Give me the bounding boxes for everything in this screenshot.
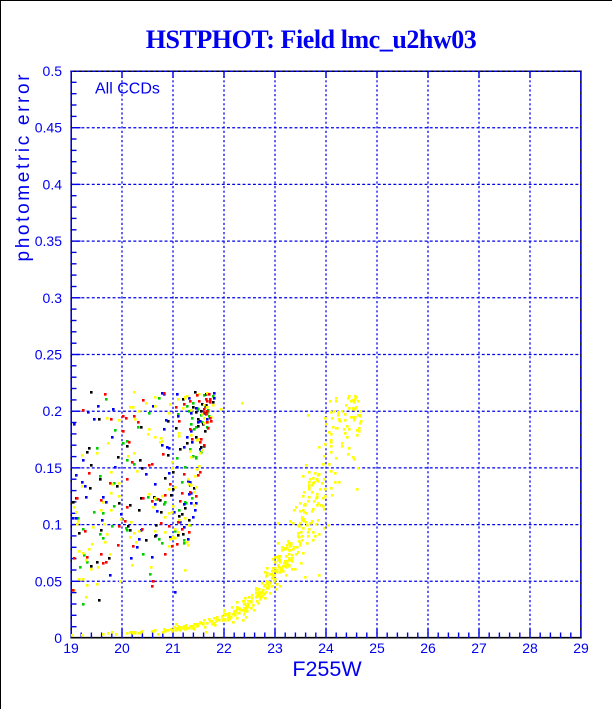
svg-text:0.45: 0.45 [35,120,62,136]
svg-text:0.3: 0.3 [43,290,63,306]
svg-text:0.1: 0.1 [43,517,63,533]
svg-text:21: 21 [165,640,181,656]
svg-text:0.4: 0.4 [43,176,63,192]
svg-text:0.5: 0.5 [43,63,63,79]
svg-text:20: 20 [114,640,130,656]
svg-text:0: 0 [54,630,62,646]
svg-text:22: 22 [216,640,232,656]
svg-text:27: 27 [471,640,487,656]
svg-text:26: 26 [420,640,436,656]
svg-text:19: 19 [63,640,79,656]
svg-text:F255W: F255W [292,657,362,681]
svg-text:0.2: 0.2 [43,403,63,419]
svg-text:0.35: 0.35 [35,233,62,249]
svg-text:25: 25 [369,640,385,656]
svg-text:All CCDs: All CCDs [95,81,160,98]
svg-text:28: 28 [522,640,538,656]
svg-text:24: 24 [318,640,334,656]
svg-text:0.15: 0.15 [35,460,62,476]
svg-text:0.25: 0.25 [35,347,62,363]
svg-text:23: 23 [267,640,283,656]
svg-text:29: 29 [573,640,589,656]
svg-text:0.05: 0.05 [35,573,62,589]
svg-text:photometric error: photometric error [13,72,34,262]
